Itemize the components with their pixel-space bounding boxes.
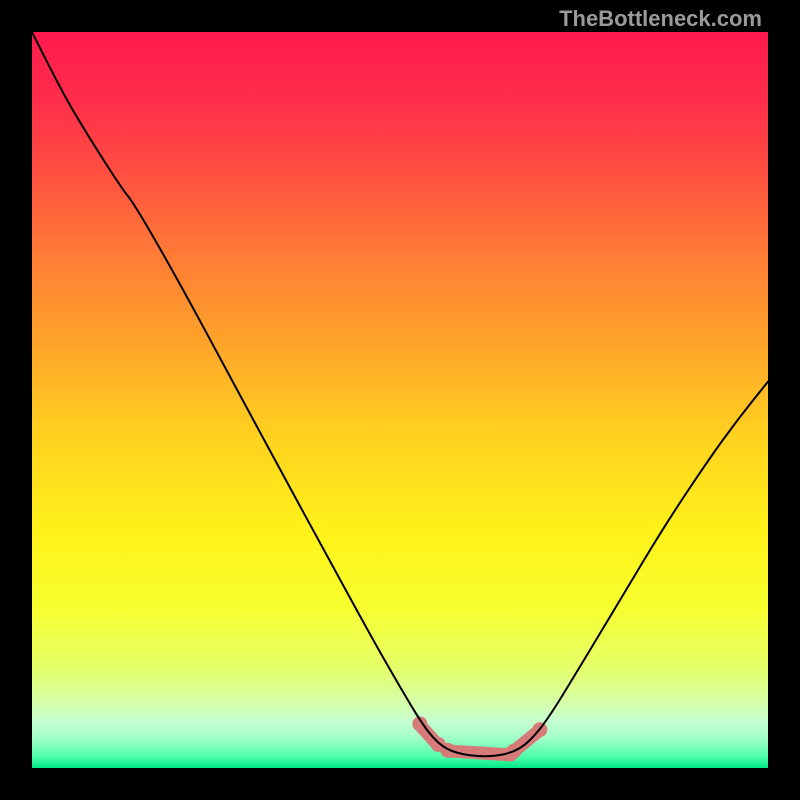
chart-plot-area: [32, 32, 768, 768]
watermark-label: TheBottleneck.com: [559, 6, 762, 32]
chart-svg: [32, 32, 768, 768]
chart-background: [32, 32, 768, 768]
